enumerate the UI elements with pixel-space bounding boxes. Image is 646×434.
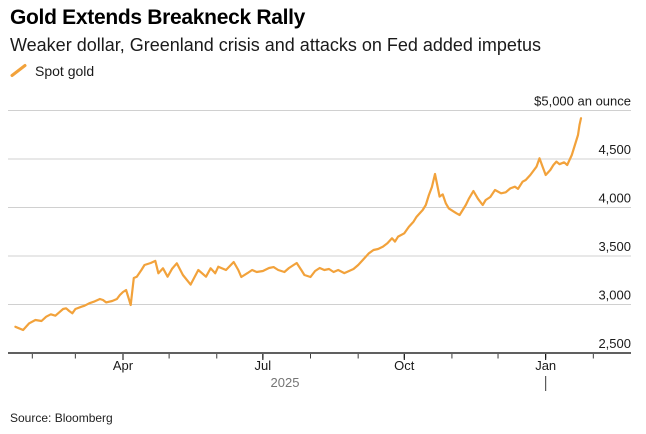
chart-subtitle: Weaker dollar, Greenland crisis and atta…	[10, 35, 541, 55]
source-label: Source: Bloomberg	[10, 411, 113, 425]
x-tick-label-apr: Apr	[113, 358, 134, 373]
y-tick-label-3500: 3,500	[598, 239, 631, 254]
legend-label: Spot gold	[35, 62, 95, 79]
gridlines	[8, 110, 631, 305]
spot-gold-line	[14, 117, 583, 332]
year-label: 2025	[271, 375, 300, 390]
y-tick-label-3000: 3,000	[598, 288, 631, 303]
legend-line-mark	[10, 64, 27, 77]
spot-gold-price-chart: 2,500 3,000 3,500 4,000 4,500 $5,000 an ounce…	[8, 94, 631, 391]
x-tick-label-jul: Jul	[255, 358, 272, 373]
y-tick-label-5000: $5,000 an ounce	[534, 94, 631, 109]
y-tick-label-4000: 4,000	[598, 191, 631, 206]
x-tick-label-oct: Oct	[394, 358, 415, 373]
x-tick-label-jan: Jan	[535, 358, 556, 373]
spot-gold-swatch-icon	[10, 64, 27, 77]
x-axis	[8, 352, 631, 391]
x-axis-labels: Apr Jul Oct Jan 2025	[113, 358, 556, 390]
y-tick-label-2500: 2,500	[598, 336, 631, 351]
y-tick-label-4500: 4,500	[598, 142, 631, 157]
chart-title: Gold Extends Breakneck Rally	[10, 6, 306, 29]
legend: Spot gold	[10, 62, 94, 79]
y-axis-labels: 2,500 3,000 3,500 4,000 4,500 $5,000 an ounce	[534, 94, 631, 352]
